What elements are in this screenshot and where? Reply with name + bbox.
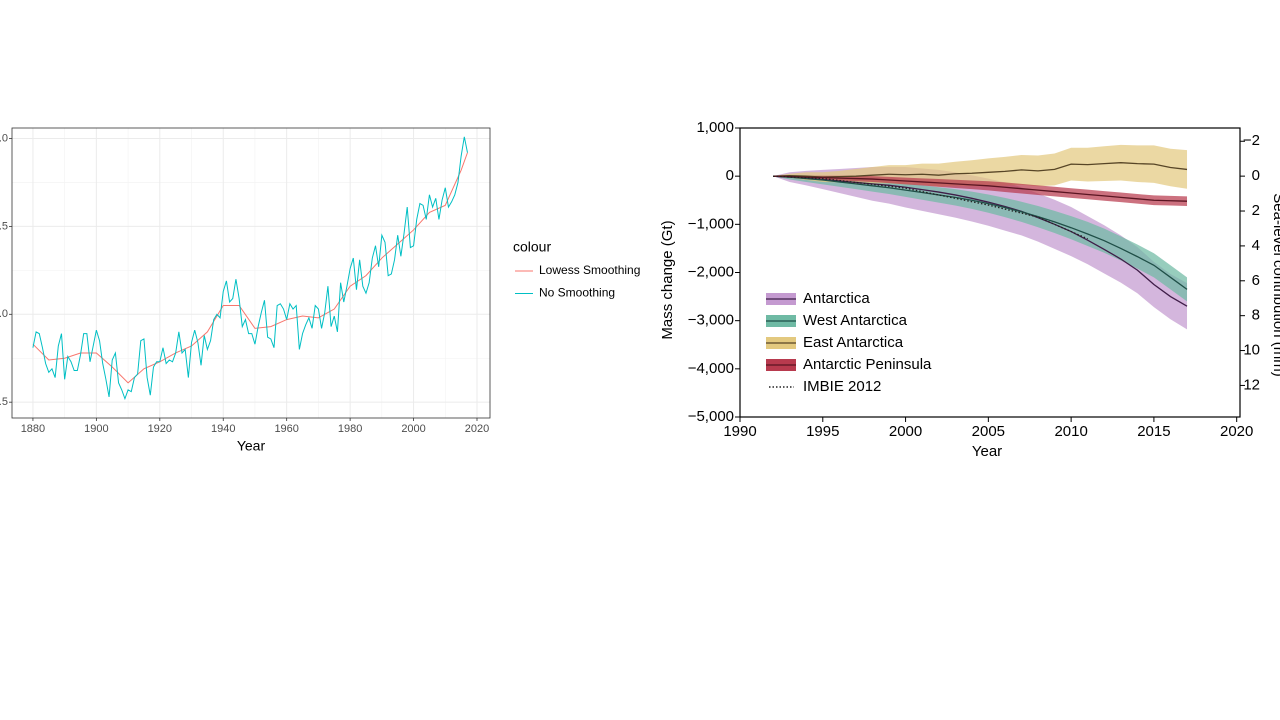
data-line — [773, 175, 1088, 240]
data-line — [773, 175, 1188, 307]
x-tick-label: 2000 — [401, 423, 425, 435]
y2-tick-label: −2 — [1243, 132, 1260, 149]
data-line — [32, 136, 468, 401]
y-tick-label: 0.0 — [0, 308, 8, 320]
x-tick-label: 1995 — [806, 423, 839, 440]
x-tick-label: 1920 — [148, 423, 172, 435]
x-axis-title: Year — [237, 438, 266, 454]
y-tick-label: 0 — [726, 167, 734, 184]
data-line — [773, 162, 1188, 178]
x-tick-label: 2015 — [1137, 423, 1170, 440]
y-tick-label: -0.5 — [0, 396, 8, 408]
legend-label: Antarctica — [803, 290, 870, 307]
x-tick-label: 2020 — [1220, 423, 1253, 440]
y2-tick-label: 0 — [1252, 167, 1260, 184]
y-tick-label: −2,000 — [688, 263, 734, 280]
x-axis-title: Year — [972, 443, 1002, 460]
y-axis-title: Mass change (Gt) — [659, 220, 676, 339]
x-tick-label: 2020 — [465, 423, 489, 435]
y2-tick-label: 4 — [1252, 237, 1260, 254]
legend-label: Antarctic Peninsula — [803, 356, 932, 373]
uncertainty-band — [773, 175, 1188, 207]
panel-border — [11, 127, 491, 419]
x-tick-label: 1960 — [274, 423, 298, 435]
legend-label: IMBIE 2012 — [803, 378, 881, 395]
x-tick-label: 2010 — [1054, 423, 1087, 440]
data-line — [773, 175, 1188, 202]
y-tick-label: −5,000 — [688, 408, 734, 425]
x-tick-label: 1980 — [338, 423, 362, 435]
legend-label: East Antarctica — [803, 334, 904, 351]
x-tick-label: 1940 — [211, 423, 235, 435]
y-tick-label: 1,000 — [696, 119, 734, 136]
y2-tick-label: 6 — [1252, 272, 1260, 289]
y-tick-label: −1,000 — [688, 215, 734, 232]
x-tick-label: 1990 — [723, 423, 756, 440]
legend-label: No Smoothing — [539, 286, 615, 300]
x-tick-label: 2000 — [889, 423, 922, 440]
y2-tick-label: 2 — [1252, 202, 1260, 219]
y2-tick-label: 12 — [1243, 376, 1260, 393]
y2-axis-title: Sea-level contribution (mm) — [1270, 193, 1280, 376]
legend-title: colour — [513, 239, 551, 255]
y-tick-label: 0.5 — [0, 220, 8, 232]
y-tick-label: −3,000 — [688, 312, 734, 329]
y-tick-label: −4,000 — [688, 360, 734, 377]
legend-label: West Antarctica — [803, 312, 908, 329]
x-tick-label: 1880 — [21, 423, 45, 435]
y2-tick-label: 10 — [1243, 342, 1260, 359]
y-tick-label: 1.0 — [0, 132, 8, 144]
data-line — [773, 175, 1188, 290]
x-tick-label: 2005 — [972, 423, 1005, 440]
plot-panel — [12, 128, 490, 418]
x-tick-label: 1900 — [84, 423, 108, 435]
y2-tick-label: 8 — [1252, 307, 1260, 324]
legend-label: Lowess Smoothing — [539, 263, 640, 277]
